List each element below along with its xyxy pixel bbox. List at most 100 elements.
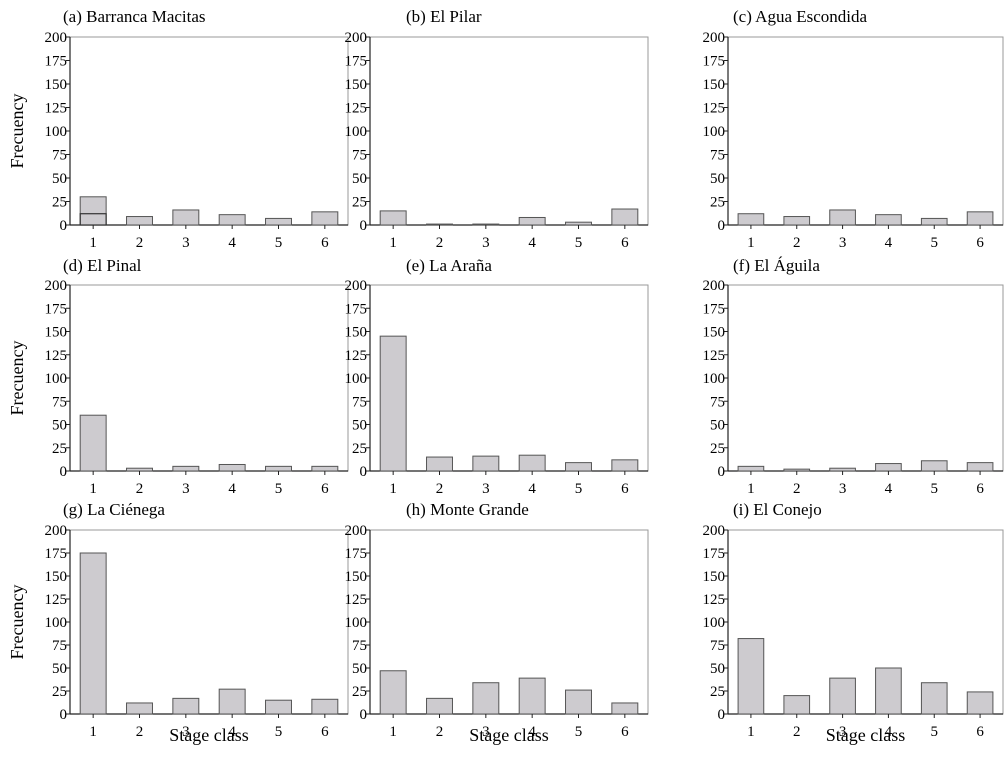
bar-2 (426, 223, 453, 226)
bar-2 (783, 216, 811, 226)
x-tick-label: 2 (436, 724, 444, 740)
y-tick-label: 25 (52, 684, 67, 700)
chart-panel-7: 0 25 50 75 100 125 150 175 200 1 2 3 4 5 6 (g) La Ciéne… (7, 500, 349, 745)
plot-frame (727, 529, 1004, 715)
x-tick-label: 1 (389, 481, 397, 497)
x-tick-label: 2 (136, 235, 144, 251)
y-tick-label: 125 (45, 348, 68, 364)
bar-5 (265, 465, 292, 472)
y-tick-label: 150 (345, 325, 368, 341)
y-tick-label: 25 (52, 195, 67, 211)
x-tick-label: 6 (976, 724, 984, 740)
x-tick-label: 4 (528, 235, 536, 251)
bar-2 (426, 697, 453, 715)
bar-5 (265, 699, 292, 715)
y-tick-label: 100 (703, 371, 726, 387)
bar-5 (565, 462, 592, 472)
y-tick-label: 50 (352, 171, 367, 187)
chart-panel-6: 0 25 50 75 100 125 150 175 200 1 2 3 4 5 6 (f) El Águil… (703, 256, 1004, 497)
y-tick-label: 50 (710, 661, 725, 677)
x-tick-label: 1 (747, 724, 755, 740)
y-tick-label: 100 (345, 371, 368, 387)
chart-panel-2: 0 25 50 75 100 125 150 175 200 1 2 3 4 5 6 (b) El Pilar (345, 7, 649, 251)
y-tick-label: 0 (360, 464, 368, 480)
bar-6 (611, 208, 639, 226)
bar-4 (218, 688, 246, 715)
y-tick-label: 200 (703, 523, 726, 539)
x-tick-label: 3 (482, 235, 490, 251)
chart-panel-5: 0 25 50 75 100 125 150 175 200 1 2 3 4 5 6 (e) La Araña (345, 256, 649, 497)
bar-6 (966, 211, 994, 226)
y-tick-label: 150 (345, 77, 368, 93)
y-tick-label: 25 (710, 195, 725, 211)
y-tick-label: 200 (703, 30, 726, 46)
x-tick-label: 5 (931, 724, 939, 740)
y-tick-label: 25 (52, 441, 67, 457)
panel-title: (g) La Ciénega (63, 500, 165, 519)
bar-5 (920, 460, 948, 472)
x-tick-label: 4 (228, 481, 236, 497)
y-tick-label: 125 (45, 101, 68, 117)
bar-1 (737, 213, 765, 226)
bar-3 (829, 209, 856, 226)
y-tick-label: 175 (345, 546, 368, 562)
x-tick-label: 5 (575, 724, 583, 740)
bar-3 (829, 677, 856, 715)
x-tick-label: 3 (482, 724, 490, 740)
y-tick-label: 100 (45, 371, 68, 387)
y-tick-label: 75 (52, 394, 67, 410)
bar-1 (79, 414, 107, 472)
bar-1 (737, 638, 765, 715)
y-tick-label: 75 (352, 394, 367, 410)
bar-4 (875, 463, 902, 472)
y-tick-label: 200 (345, 278, 368, 294)
x-tick-label: 6 (321, 481, 329, 497)
bar-5 (265, 217, 292, 226)
y-tick-label: 175 (45, 301, 68, 317)
bar-3 (829, 467, 856, 472)
x-tick-label: 2 (793, 481, 801, 497)
x-tick-label: 3 (182, 724, 190, 740)
x-tick-label: 3 (482, 481, 490, 497)
y-tick-label: 0 (60, 218, 68, 234)
bar-3 (472, 455, 500, 472)
y-tick-label: 50 (710, 418, 725, 434)
bar-5 (565, 221, 592, 226)
y-tick-label: 100 (345, 615, 368, 631)
x-tick-label: 4 (885, 235, 893, 251)
x-tick-label: 2 (436, 235, 444, 251)
bar-1 (737, 465, 765, 472)
chart-panel-8: 0 25 50 75 100 125 150 175 200 1 2 3 4 5 6 (h) Monte Gr… (345, 500, 649, 745)
y-tick-label: 75 (52, 148, 67, 164)
bar-4 (518, 454, 546, 472)
plot-frame (727, 284, 1004, 472)
bar-2 (426, 456, 453, 472)
bar-2 (126, 216, 153, 226)
y-tick-label: 150 (45, 569, 68, 585)
y-axis-label: Frecuency (7, 341, 27, 416)
x-tick-label: 2 (136, 724, 144, 740)
y-tick-label: 175 (703, 546, 726, 562)
bar-2 (126, 702, 153, 715)
x-tick-label: 6 (976, 235, 984, 251)
y-tick-label: 125 (345, 348, 368, 364)
bar-5 (920, 682, 948, 715)
bar-6 (611, 702, 639, 715)
plot-frame (369, 529, 649, 715)
bar-6 (311, 211, 339, 226)
x-tick-label: 2 (136, 481, 144, 497)
y-tick-label: 125 (345, 101, 368, 117)
panel-title: (d) El Pinal (63, 256, 142, 275)
y-tick-label: 200 (45, 523, 68, 539)
y-tick-label: 75 (52, 638, 67, 654)
bar-2 (783, 468, 811, 472)
y-tick-label: 125 (703, 101, 726, 117)
y-tick-label: 150 (703, 569, 726, 585)
x-tick-label: 3 (839, 481, 847, 497)
panel-title: (i) El Conejo (733, 500, 822, 519)
bar-1 (379, 210, 407, 226)
x-tick-label: 4 (228, 235, 236, 251)
x-tick-label: 4 (885, 724, 893, 740)
y-tick-label: 150 (45, 325, 68, 341)
y-tick-label: 0 (360, 707, 368, 723)
